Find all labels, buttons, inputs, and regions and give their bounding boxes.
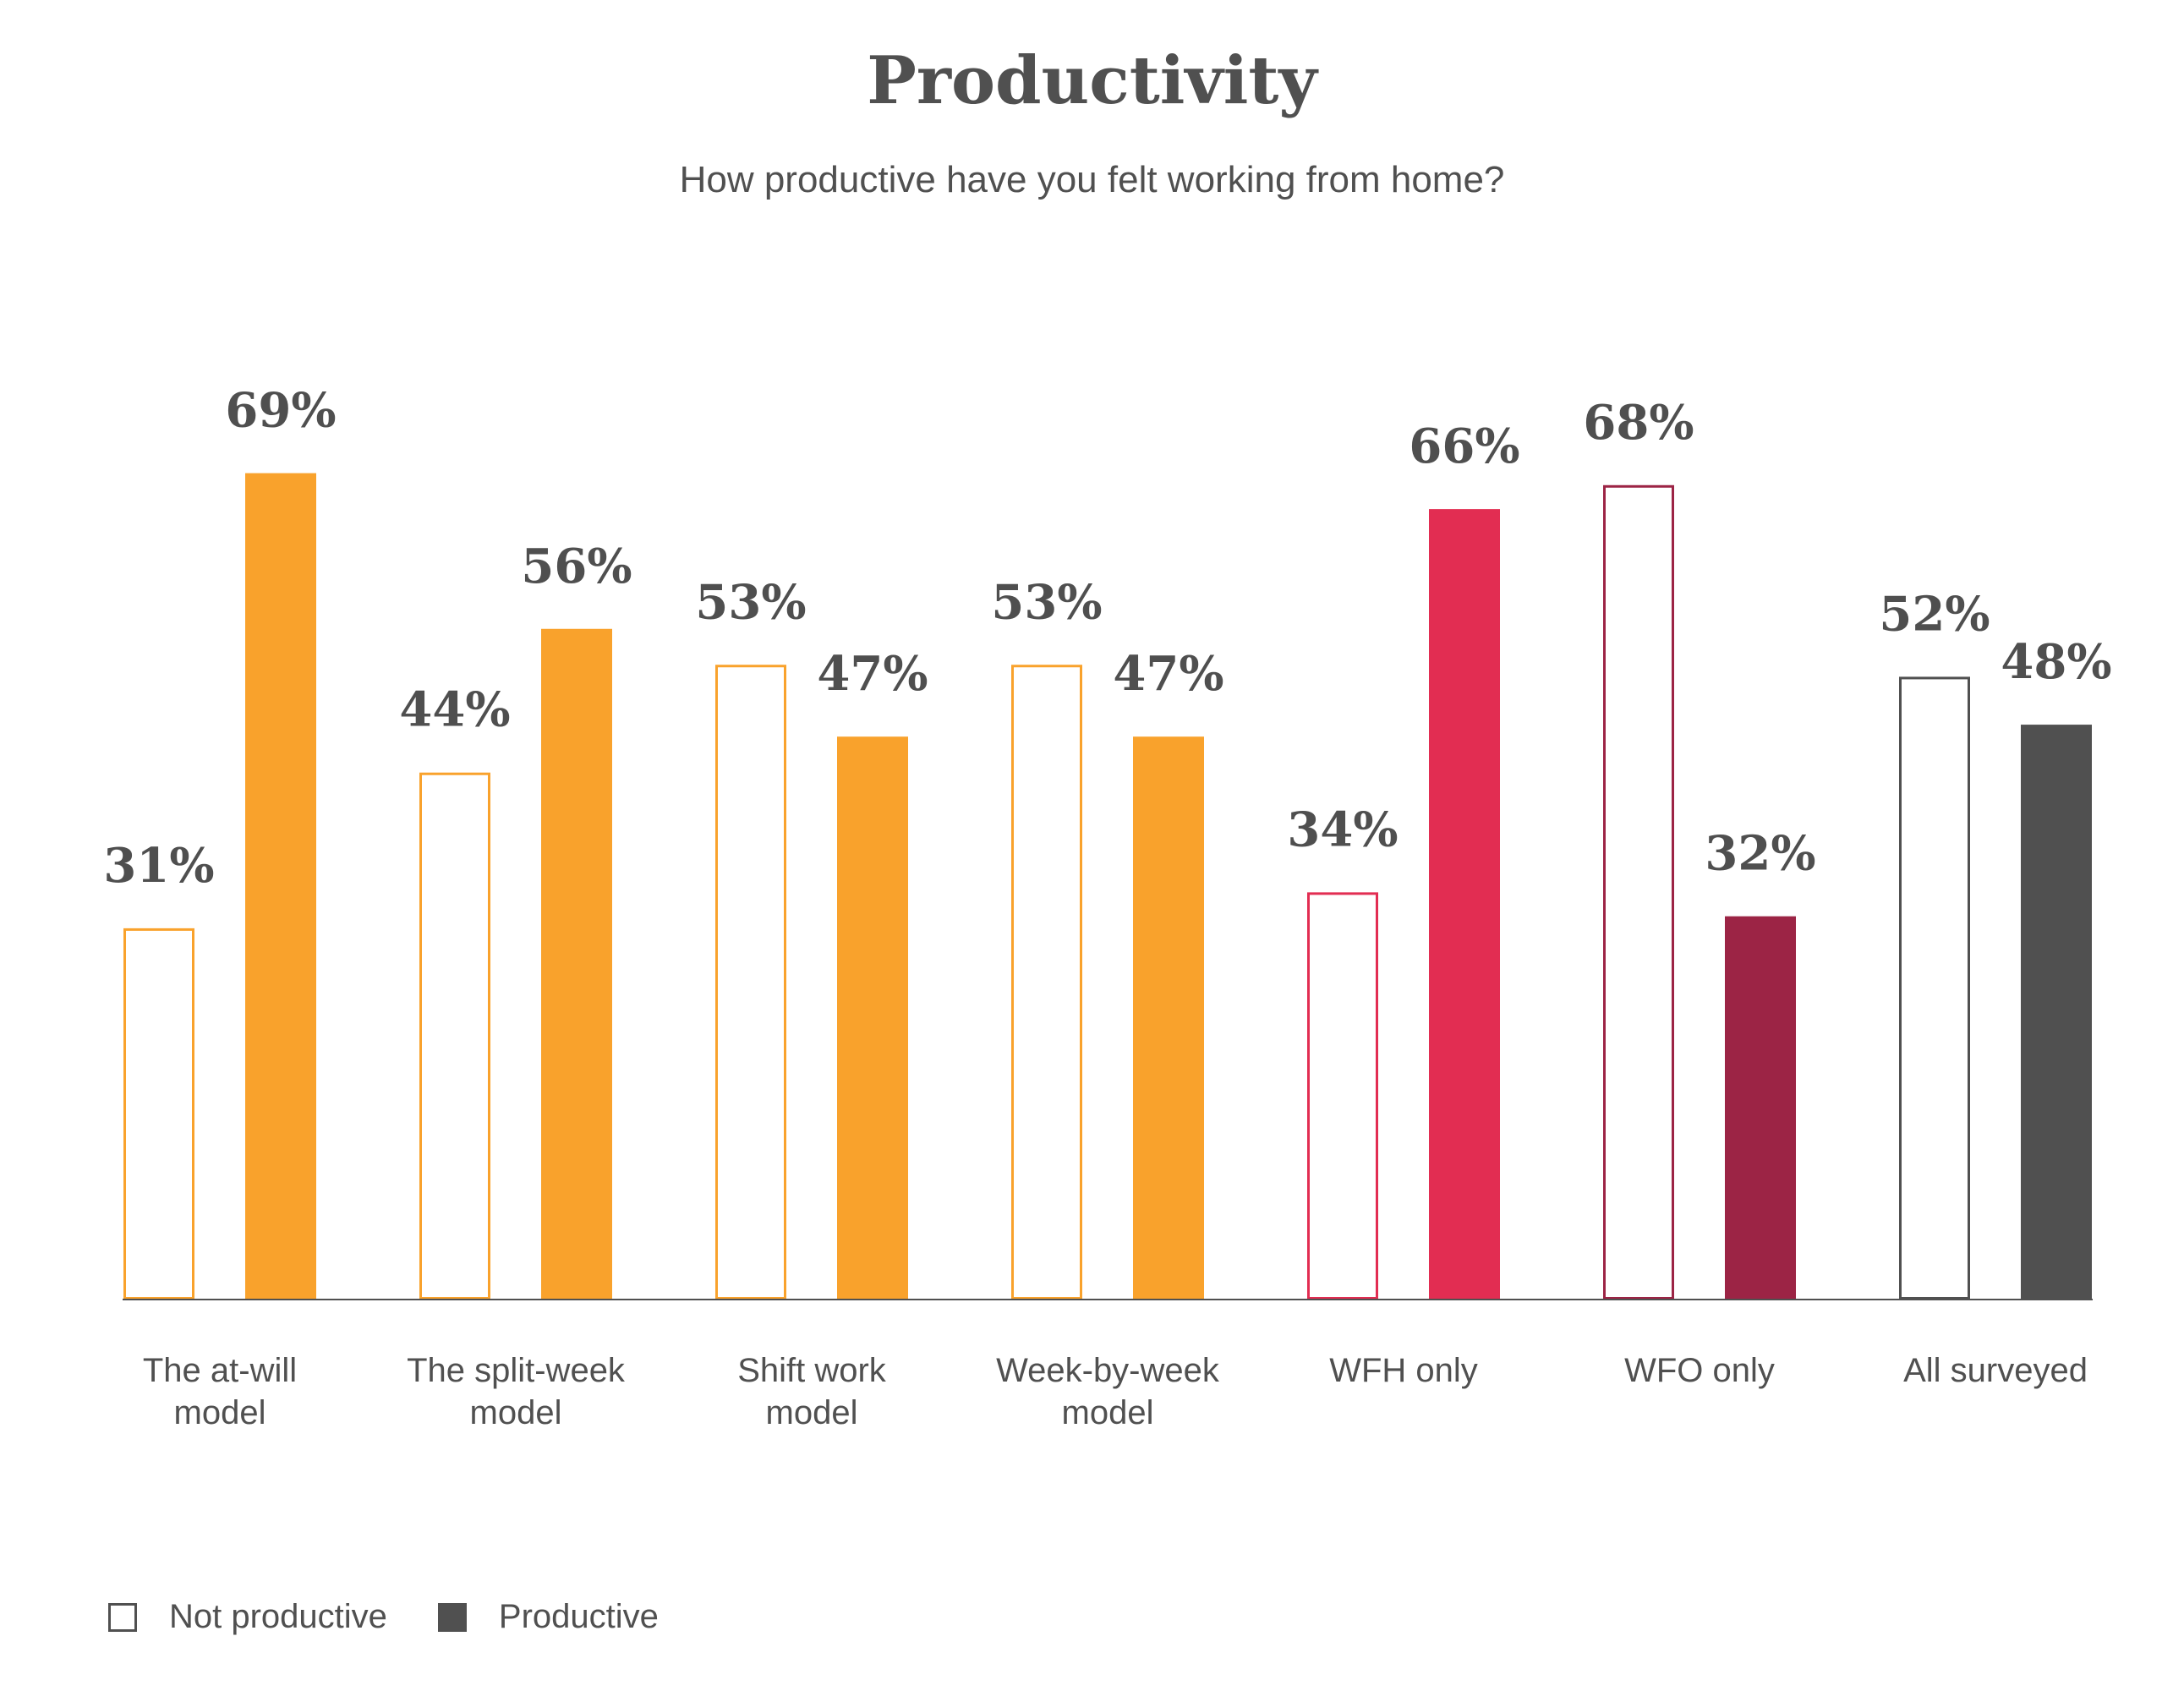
bar-not-productive (1603, 484, 1674, 1300)
data-label: 52% (1879, 586, 1990, 642)
data-label: 32% (1705, 826, 1815, 882)
data-label: 34% (1287, 802, 1398, 857)
legend-swatch-productive (437, 1602, 467, 1632)
data-label: 53% (991, 574, 1102, 630)
bar-not-productive (123, 928, 194, 1300)
data-label: 47% (817, 646, 928, 702)
bar-not-productive (715, 665, 786, 1300)
bar-productive (2021, 725, 2092, 1300)
bar-productive (245, 473, 316, 1300)
category-label: All surveyed (1903, 1352, 2088, 1389)
legend: Not productive Productive (108, 1598, 709, 1636)
legend-item-not-productive: Not productive (108, 1598, 387, 1636)
category-label: WFH only (1329, 1352, 1478, 1389)
category-label: model (766, 1394, 858, 1431)
data-label: 48% (2001, 634, 2111, 690)
data-label: 68% (1583, 395, 1694, 451)
bar-not-productive (1899, 676, 1970, 1300)
bar-productive (1133, 736, 1204, 1300)
category-label: model (470, 1394, 562, 1431)
bar-productive (1725, 916, 1796, 1300)
bar-productive (541, 628, 612, 1300)
category-label: model (174, 1394, 266, 1431)
bar-not-productive (1011, 665, 1082, 1300)
data-label: 69% (225, 383, 336, 439)
data-label: 47% (1113, 646, 1223, 702)
category-label: Week-by-week (996, 1352, 1220, 1389)
data-label: 56% (521, 539, 632, 594)
category-label: Shift work (737, 1352, 887, 1389)
bar-not-productive (419, 772, 490, 1300)
data-label: 53% (695, 574, 806, 630)
category-label: The at-will (143, 1352, 297, 1389)
legend-item-productive: Productive (437, 1598, 659, 1636)
bar-productive (1429, 509, 1500, 1300)
bar-productive (837, 736, 908, 1300)
data-label: 44% (399, 682, 510, 738)
legend-swatch-not-productive (108, 1602, 137, 1632)
chart-subtitle: How productive have you felt working fro… (679, 159, 1505, 200)
category-label: The split-week (407, 1352, 626, 1389)
bar-not-productive (1307, 892, 1378, 1300)
category-label: WFO only (1624, 1352, 1775, 1389)
data-label: 31% (103, 838, 214, 894)
data-label: 66% (1409, 419, 1519, 474)
legend-label-not-productive: Not productive (169, 1598, 387, 1635)
legend-label-productive: Productive (498, 1598, 659, 1635)
category-label: model (1062, 1394, 1154, 1431)
chart-title: Productivity (867, 42, 1317, 119)
